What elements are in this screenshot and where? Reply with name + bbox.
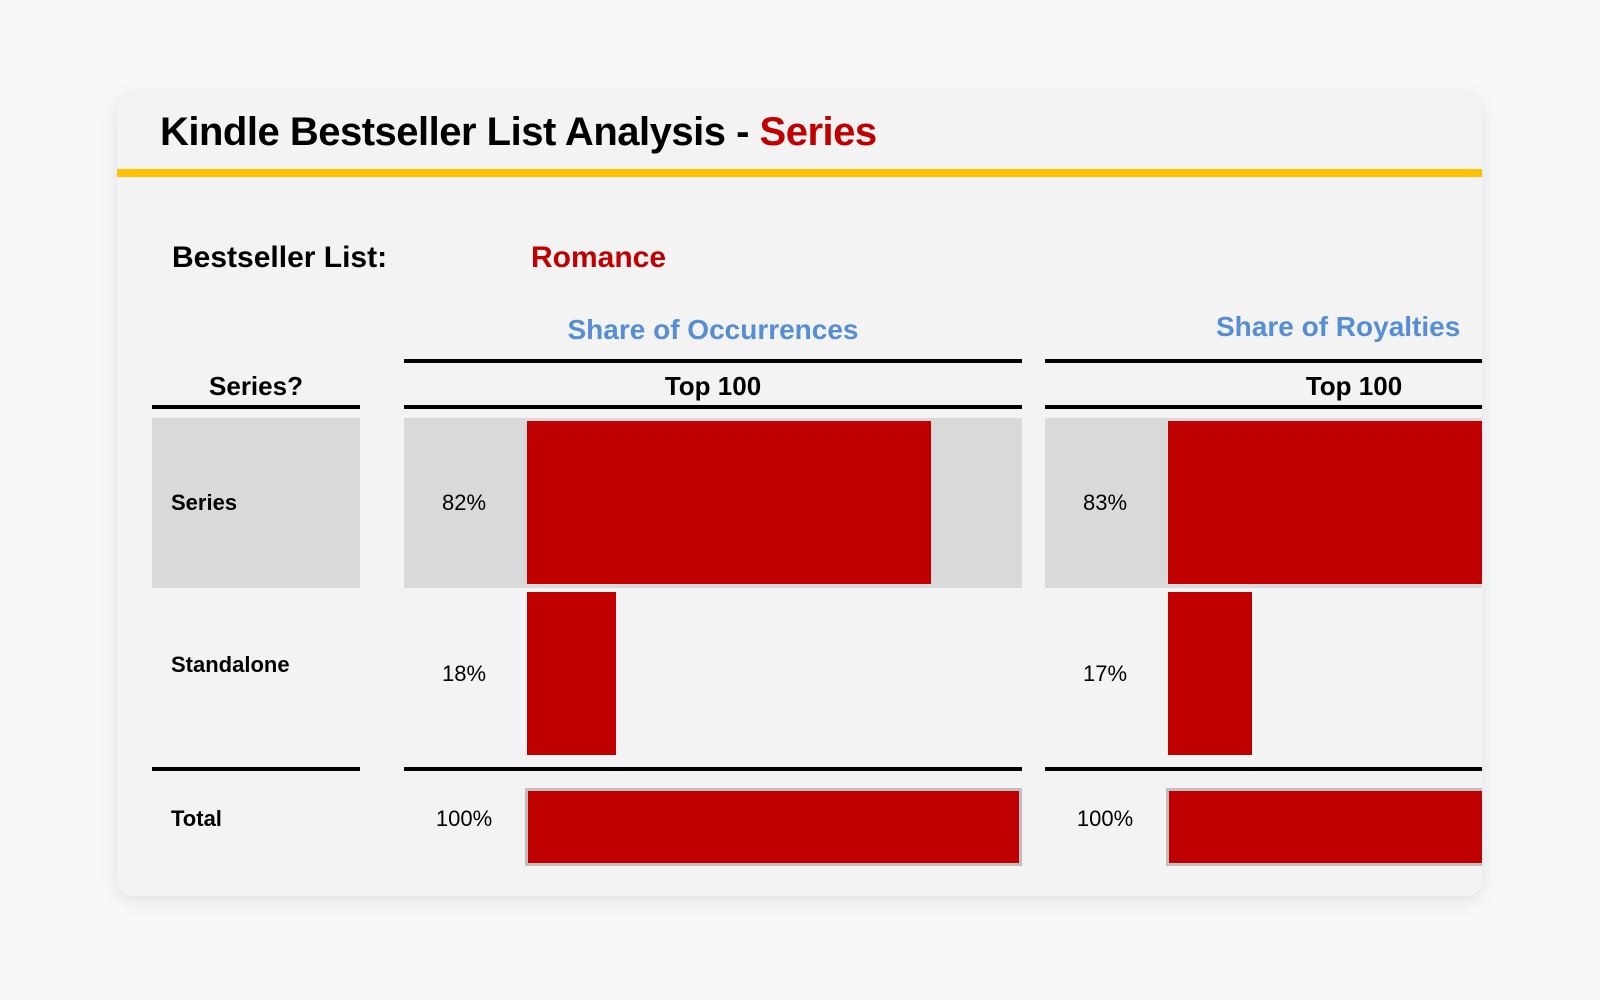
row-highlight <box>152 418 360 588</box>
total-percent-label: 100% <box>435 806 493 831</box>
total-rule <box>1045 767 1482 771</box>
percent-label: 18% <box>441 661 487 686</box>
page-title: Kindle Bestseller List Analysis - Series <box>160 104 877 160</box>
series-column-header: Series? <box>209 371 303 401</box>
row-label-total: Total <box>171 806 222 831</box>
percent-label: 17% <box>1082 661 1128 686</box>
total-rule <box>152 767 360 771</box>
title-main: Kindle Bestseller List Analysis - <box>160 110 760 154</box>
total-bar <box>525 788 1022 866</box>
column-header-top-100: Top 100 <box>664 371 762 401</box>
row-label-series: Series <box>171 490 238 515</box>
section-title: Share of Royalties <box>1216 311 1461 342</box>
bestseller-list-label: Bestseller List: <box>172 241 388 274</box>
title-divider <box>117 169 1482 177</box>
row-label-standalone: Standalone <box>171 652 290 677</box>
total-percent-label: 100% <box>1076 806 1134 831</box>
total-bar <box>1166 788 1482 866</box>
title-accent: Series <box>759 110 878 154</box>
share-bar-series <box>1168 421 1482 584</box>
share-bar-standalone <box>1168 592 1252 755</box>
header-rule <box>152 405 360 409</box>
bestseller-list-value[interactable]: Romance <box>531 241 667 274</box>
header-rule <box>404 405 1022 409</box>
section-top-rule <box>1045 359 1482 363</box>
header-rule <box>1045 405 1482 409</box>
share-bar-series <box>527 421 932 584</box>
share-bar-standalone <box>527 592 616 755</box>
total-rule <box>404 767 1022 771</box>
percent-label: 83% <box>1082 490 1128 515</box>
analysis-card: Kindle Bestseller List Analysis - Series… <box>117 94 1482 896</box>
percent-label: 82% <box>441 490 487 515</box>
column-header-top-100: Top 100 <box>1305 371 1403 401</box>
section-top-rule <box>404 359 1022 363</box>
section-title: Share of Occurrences <box>567 314 859 345</box>
